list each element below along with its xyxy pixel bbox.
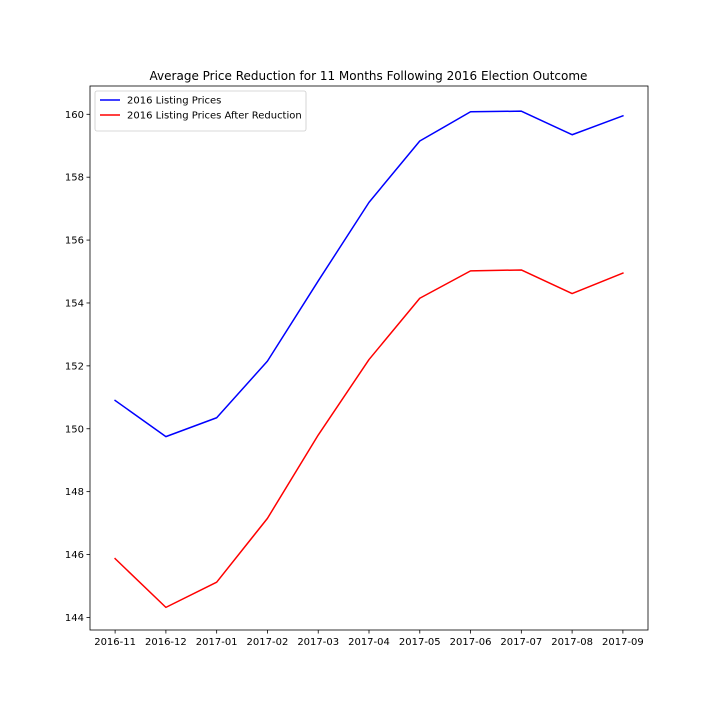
y-tick-label: 144 <box>65 613 84 624</box>
y-tick-label: 154 <box>65 298 84 309</box>
y-tick-label: 152 <box>65 361 84 372</box>
axes-frame <box>89 85 649 631</box>
y-tick-label: 146 <box>65 550 84 561</box>
legend-label-1: 2016 Listing Prices <box>127 96 221 107</box>
chart-title: Average Price Reduction for 11 Months Fo… <box>150 69 588 83</box>
x-tick-label: 2017-07 <box>500 637 542 648</box>
x-tick-label: 2017-04 <box>348 637 390 648</box>
y-tick-label: 150 <box>65 424 84 435</box>
x-tick-label: 2016-12 <box>145 637 187 648</box>
legend-box <box>94 90 307 132</box>
plot-area <box>114 110 624 609</box>
x-tick-label: 2016-11 <box>94 637 136 648</box>
y-tick-label: 160 <box>65 110 84 121</box>
y-tick-label: 156 <box>65 236 84 247</box>
x-tick-label: 2017-03 <box>297 637 339 648</box>
series-line-2 <box>114 269 624 609</box>
x-tick-label: 2017-09 <box>602 637 644 648</box>
series-line-1 <box>114 110 624 438</box>
y-tick-label: 148 <box>65 487 84 498</box>
y-tick-label: 158 <box>65 173 84 184</box>
x-tick-label: 2017-08 <box>551 637 593 648</box>
legend: 2016 Listing Prices 2016 Listing Prices A… <box>94 90 307 132</box>
x-tick-label: 2017-01 <box>196 637 238 648</box>
x-tick-label: 2017-06 <box>450 637 492 648</box>
legend-label-2: 2016 Listing Prices After Reduction <box>127 111 302 122</box>
x-tick-label: 2017-02 <box>247 637 289 648</box>
axes: 2016-11 2016-12 2017-01 2017-02 2017-03 2017-… <box>65 85 649 648</box>
x-tick-label: 2017-05 <box>399 637 441 648</box>
